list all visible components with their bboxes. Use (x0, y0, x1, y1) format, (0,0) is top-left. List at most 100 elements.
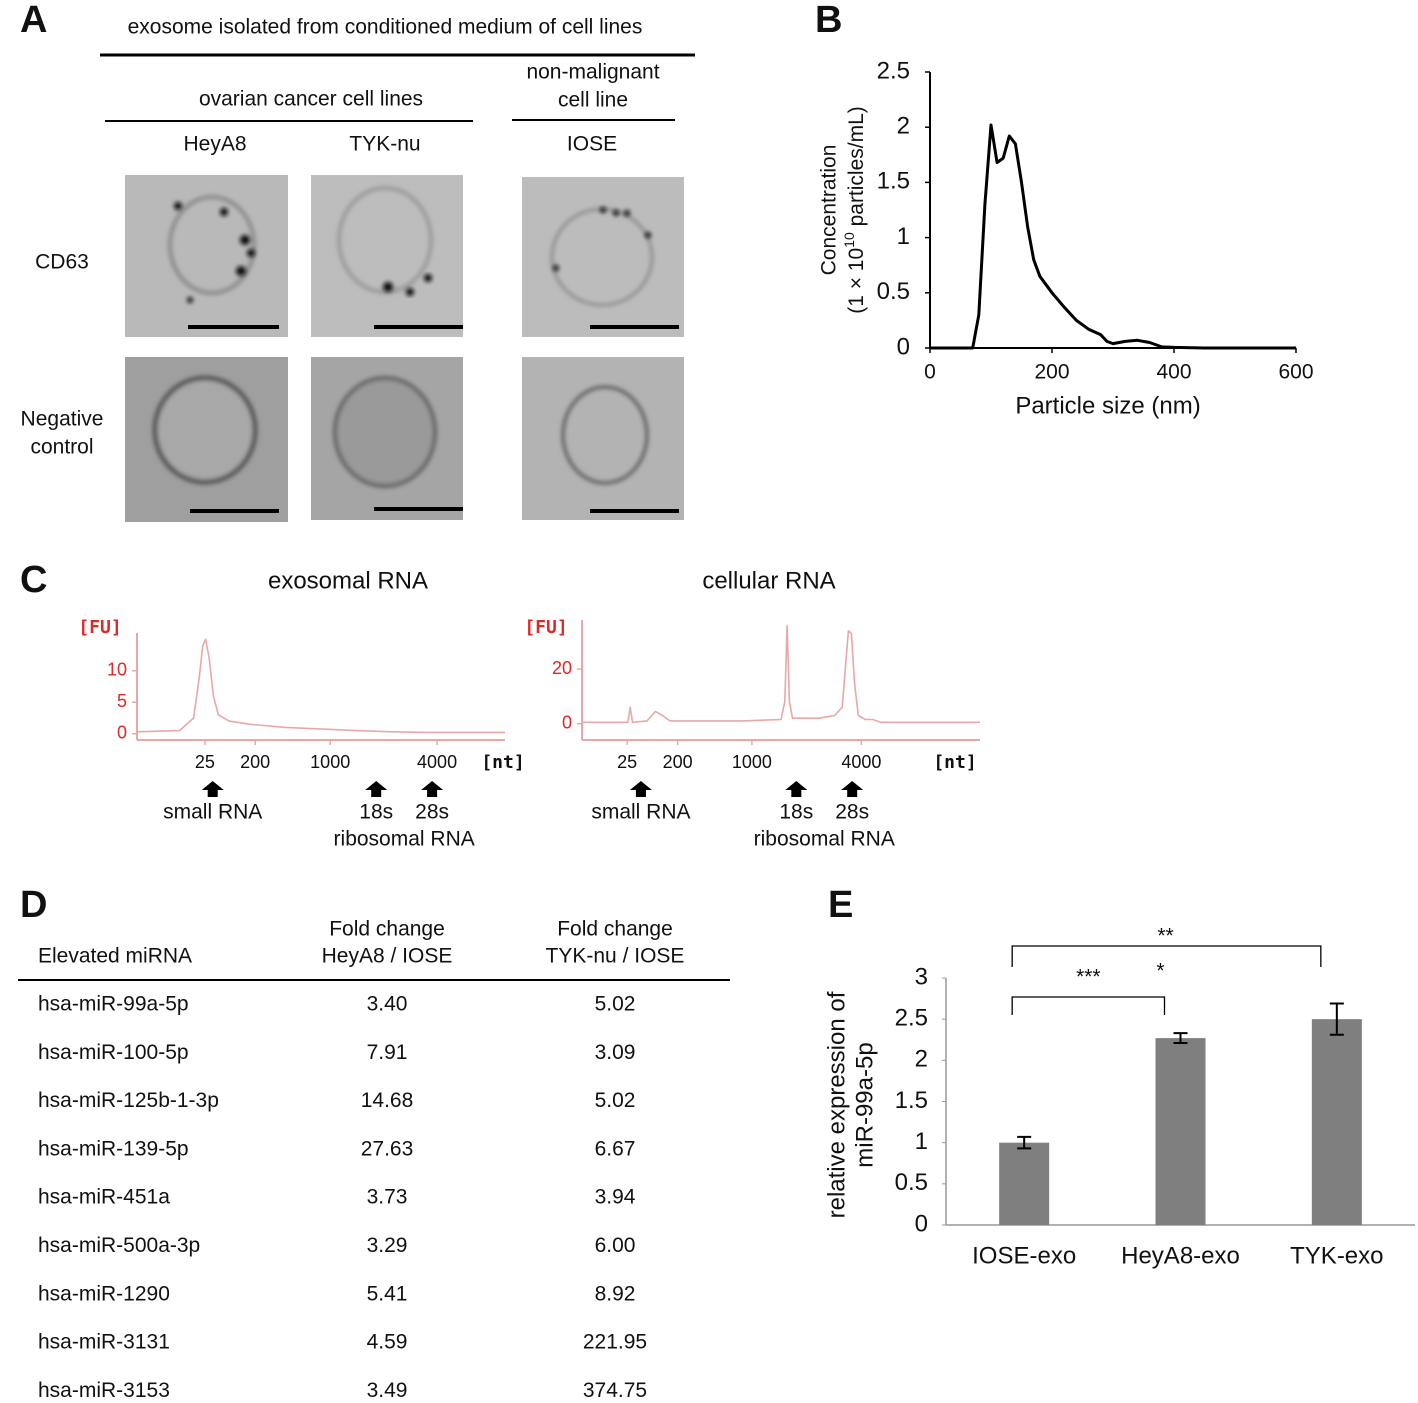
header-title: exosome isolated from conditioned medium… (128, 16, 643, 39)
error-bar (1329, 1002, 1344, 1036)
marker-label: 28s (415, 801, 449, 824)
y-axis-label: relative expression of (823, 991, 850, 1218)
y-axis-label: miR-99a-5p (851, 1042, 878, 1167)
error-bar (1173, 1032, 1188, 1045)
y-axis-label-part: particles/mL) (845, 106, 868, 232)
x-tick-label: 1000 (310, 752, 350, 772)
arrow (841, 781, 864, 797)
table-cell: hsa-miR-451a (38, 1186, 170, 1209)
table-cell: hsa-miR-1290 (38, 1282, 170, 1305)
table-cell: 3.29 (367, 1234, 408, 1257)
significance-label: * (1156, 960, 1164, 983)
x-tick-label: HeyA8-exo (1121, 1242, 1240, 1269)
y-tick-label: 10 (107, 660, 127, 680)
table-cell: 7.91 (367, 1041, 408, 1064)
table-cell: 8.92 (595, 1282, 636, 1305)
row-label: Negative (21, 408, 104, 431)
table-cell: 5.02 (595, 1089, 636, 1112)
micrograph (125, 175, 288, 337)
micrograph (311, 357, 463, 520)
table-header: Elevated miRNA (38, 945, 192, 968)
x-tick-label: 400 (1156, 361, 1191, 384)
x-tick-label: 0 (924, 361, 936, 384)
group-label: cell line (558, 89, 628, 112)
y-tick-label: 1.5 (895, 1087, 928, 1114)
marker-group-label: ribosomal RNA (334, 828, 475, 851)
y-axis-label: Concentration (818, 145, 841, 276)
significance-label: *** (1076, 966, 1101, 989)
table-cell: hsa-miR-3131 (38, 1331, 170, 1354)
marker-label: 18s (359, 801, 393, 824)
x-tick-label: 600 (1278, 361, 1313, 384)
chart-title: cellular RNA (702, 567, 835, 594)
x-tick-label: 4000 (417, 752, 457, 772)
bar (1155, 1038, 1206, 1225)
table-cell: 5.41 (367, 1282, 408, 1305)
table-header: Fold change (557, 918, 673, 941)
table-cell: 3.73 (367, 1186, 408, 1209)
y-tick-label: 3 (915, 963, 928, 990)
panel-label: B (815, 0, 842, 41)
arrow (785, 781, 808, 797)
line-series (930, 123, 1296, 350)
group-label: non-malignant (526, 61, 659, 84)
table-cell: 221.95 (583, 1331, 647, 1354)
arrow (201, 781, 224, 797)
arrow (421, 781, 444, 797)
y-tick-label: 2 (915, 1046, 928, 1073)
group-label: ovarian cancer cell lines (199, 88, 423, 111)
marker-label: small RNA (163, 801, 262, 824)
y-tick-label: 1 (897, 223, 910, 250)
column-label: TYK-nu (349, 133, 420, 156)
line-series (582, 624, 980, 724)
x-unit: [nt] (481, 752, 524, 773)
x-tick-label: 200 (1034, 361, 1069, 384)
row-label: control (30, 436, 93, 459)
y-tick-label: 0.5 (877, 278, 910, 305)
micrographs (125, 175, 684, 522)
panel-label: A (20, 0, 47, 41)
marker-label: 28s (835, 801, 869, 824)
y-tick-label: 5 (117, 691, 127, 711)
table-cell: hsa-miR-99a-5p (38, 993, 189, 1016)
y-tick-label: 0 (897, 333, 910, 360)
x-tick-label: 25 (617, 752, 637, 772)
x-unit: [nt] (933, 752, 976, 773)
x-axis-label: Particle size (nm) (1015, 392, 1200, 419)
x-tick-label: 25 (195, 752, 215, 772)
x-tick-label: 200 (240, 752, 270, 772)
table-cell: 6.67 (595, 1137, 636, 1160)
significance-bracket (1011, 996, 1166, 1015)
y-tick-label: 1.5 (877, 168, 910, 195)
table-header: HeyA8 / IOSE (322, 945, 453, 968)
y-tick-label: 2.5 (895, 1005, 928, 1032)
column-label: IOSE (567, 133, 617, 156)
table-cell: 5.02 (595, 993, 636, 1016)
micrograph (125, 357, 288, 522)
table-cell: 14.68 (361, 1089, 414, 1112)
column-label: HeyA8 (183, 133, 246, 156)
arrow (629, 781, 652, 797)
table-cell: 3.49 (367, 1379, 408, 1402)
y-unit: [FU] (524, 617, 567, 638)
table-cell: 4.59 (367, 1331, 408, 1354)
chart-title: exosomal RNA (268, 567, 428, 594)
y-axis-label-part: 10 (841, 232, 857, 248)
line-series (136, 638, 505, 734)
table-cell: 3.94 (595, 1186, 636, 1209)
y-axis-label-part: (1 × 10 (845, 248, 868, 314)
micrograph (311, 175, 463, 337)
micrograph-header-lines (100, 53, 695, 122)
x-tick-label: IOSE-exo (972, 1242, 1076, 1269)
y-axis-label: (1 × 1010 particles/mL) (841, 106, 868, 314)
bar (999, 1142, 1050, 1225)
table-cell: hsa-miR-100-5p (38, 1041, 189, 1064)
row-label: CD63 (35, 251, 89, 274)
micrograph (522, 357, 684, 520)
table-header: Fold change (329, 918, 445, 941)
arrow (365, 781, 388, 797)
table-cell: hsa-miR-125b-1-3p (38, 1089, 219, 1112)
x-tick-label: TYK-exo (1290, 1242, 1383, 1269)
marker-label: small RNA (591, 801, 690, 824)
